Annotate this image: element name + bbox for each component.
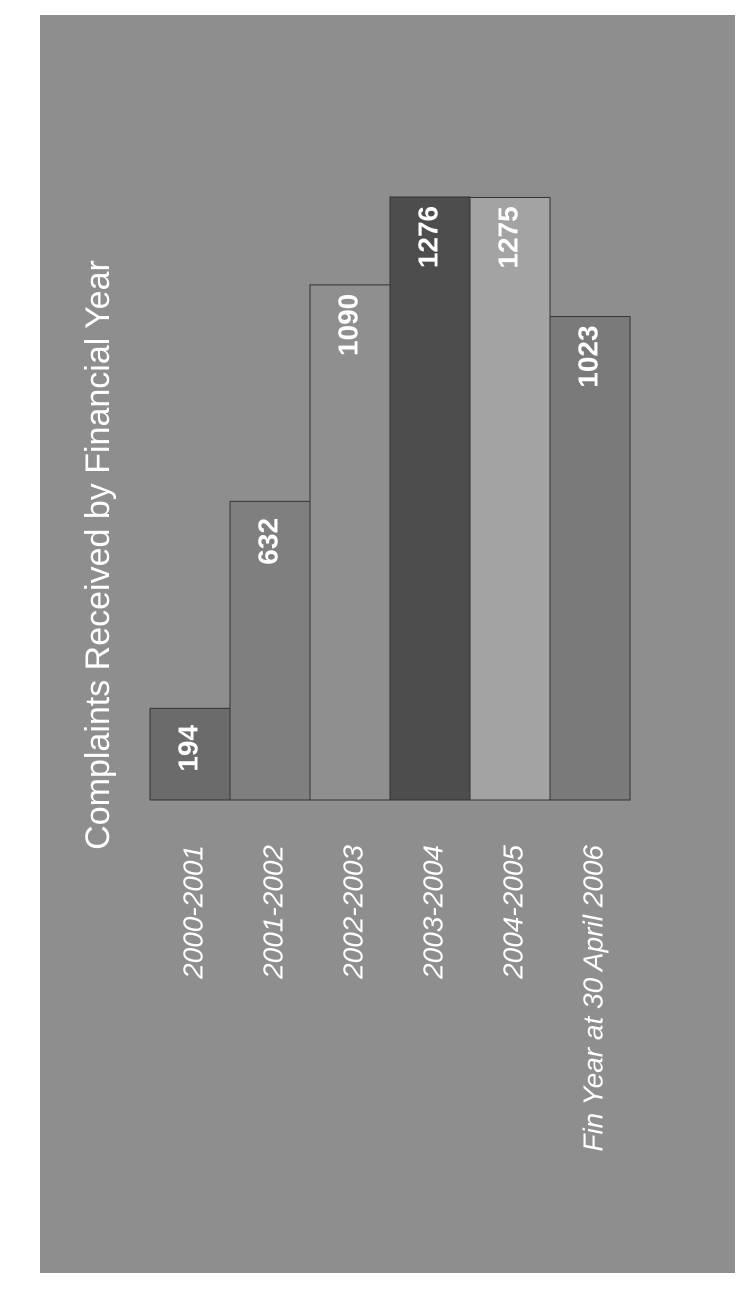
value-label: 194 [172, 725, 203, 772]
category-label: 2003-2004 [417, 845, 448, 980]
bar [229, 500, 311, 801]
bar [549, 316, 631, 801]
category-label: Fin Year at 30 April 2006 [577, 845, 608, 1152]
value-label: 1276 [412, 206, 443, 268]
category-label: 2002-2003 [337, 845, 368, 980]
chart-title: Complaints Received by Financial Year [79, 260, 117, 850]
bar [149, 707, 231, 801]
bar [469, 196, 551, 801]
value-label: 1275 [492, 206, 523, 268]
bar [309, 284, 391, 801]
category-label: 2001-2002 [257, 845, 288, 980]
value-label: 1090 [332, 294, 363, 356]
value-label: 1023 [572, 325, 603, 387]
category-label: 2000-2001 [177, 845, 208, 980]
category-label: 2004-2005 [497, 845, 528, 980]
bar [389, 196, 471, 801]
value-label: 632 [252, 518, 283, 565]
